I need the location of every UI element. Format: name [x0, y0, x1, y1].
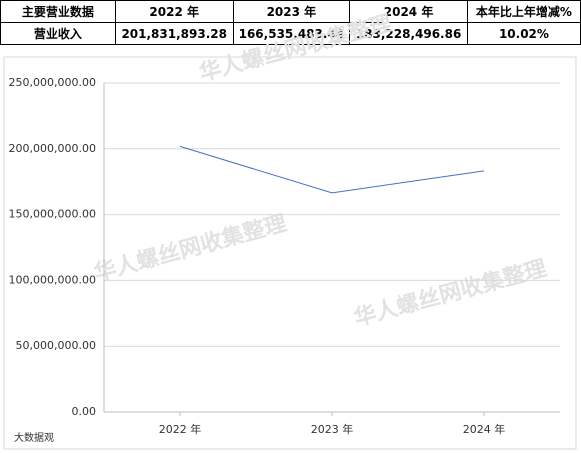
- y-tick-label: 250,000,000.00: [9, 76, 96, 89]
- y-tick-label: 150,000,000.00: [9, 208, 96, 221]
- line-series: [179, 145, 485, 194]
- table-row: 营业收入 201,831,893.28 166,535,483.44 183,228,…: [0, 22, 581, 45]
- watermark: 华人螺丝网收集整理: [91, 210, 289, 286]
- x-tick-label: 2022 年: [159, 422, 202, 436]
- table-cell: 本年比上年增减%: [466, 0, 581, 23]
- y-tick-label: 100,000,000.00: [9, 273, 96, 286]
- watermark: 华人螺丝网收集整理: [351, 255, 549, 331]
- y-tick-label: 50,000,000.00: [16, 339, 96, 352]
- watermark: 华人螺丝网收集整理: [196, 10, 394, 86]
- y-tick-label: 0.00: [72, 405, 97, 418]
- data-table: 主要营业数据 2022 年 2023 年 2024 年本年比上年增减% 营业收入 201,…: [0, 0, 581, 45]
- table-cell: 10.02%: [466, 22, 581, 45]
- table-cell: 166,535,483.44: [232, 22, 351, 45]
- x-tick-label: 2024 年: [463, 422, 506, 436]
- x-tick-label: 2023 年: [311, 422, 354, 436]
- table-cell: 营业收入: [0, 22, 116, 45]
- logo: 大数据观: [14, 431, 54, 444]
- table-row: 主要营业数据 2022 年 2023 年 2024 年本年比上年增减%: [0, 0, 581, 23]
- chart-frame: [3, 56, 577, 450]
- table-cell: 201,831,893.28: [114, 22, 234, 45]
- y-tick-label: 200,000,000.00: [9, 142, 96, 155]
